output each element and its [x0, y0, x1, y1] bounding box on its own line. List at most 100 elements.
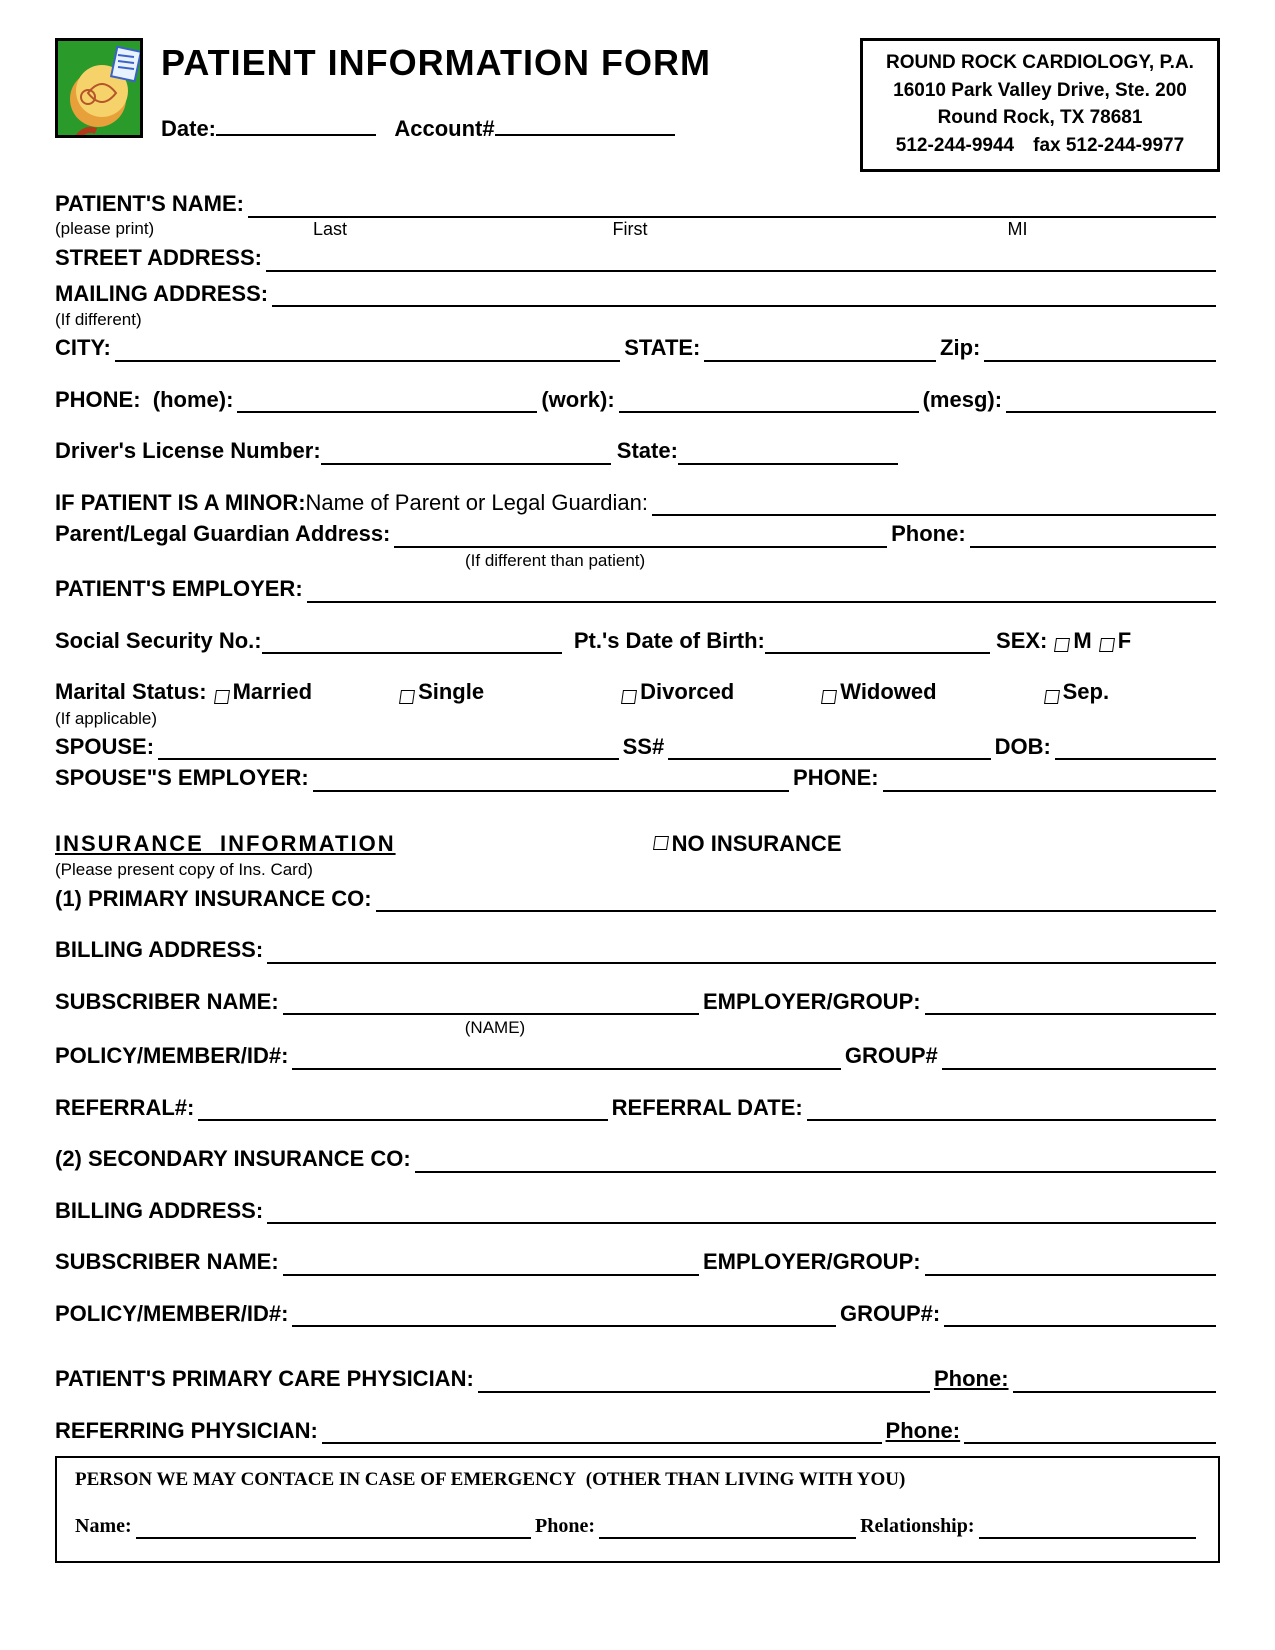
- blank-primary-ins[interactable]: [376, 890, 1216, 912]
- practice-addr1: 16010 Park Valley Drive, Ste. 200: [879, 77, 1201, 105]
- blank-spouse-ss[interactable]: [668, 738, 990, 760]
- label-spouse-phone: PHONE:: [793, 764, 879, 792]
- blank-street[interactable]: [266, 250, 1216, 272]
- practice-phone: 512-244-9944 fax 512-244-9977: [879, 132, 1201, 160]
- row-marital: Marital Status: Married Single Divorced …: [55, 678, 1220, 706]
- blank-billing1[interactable]: [267, 942, 1216, 964]
- label-empgroup1: EMPLOYER/GROUP:: [703, 988, 921, 1016]
- label-empgroup2: EMPLOYER/GROUP:: [703, 1248, 921, 1276]
- label-spouse-employer: SPOUSE"S EMPLOYER:: [55, 764, 309, 792]
- blank-em-phone[interactable]: [599, 1517, 856, 1539]
- practice-addr2: Round Rock, TX 78681: [879, 104, 1201, 132]
- row-dl: Driver's License Number: State:: [55, 437, 1220, 465]
- label-spouse-ss: SS#: [623, 733, 665, 761]
- blank-dl-state[interactable]: [678, 443, 898, 465]
- label-subscriber2: SUBSCRIBER NAME:: [55, 1248, 279, 1276]
- checkbox-widowed[interactable]: [821, 690, 837, 704]
- blank-ref-phone[interactable]: [964, 1422, 1216, 1444]
- emergency-row: Name: Phone: Relationship:: [75, 1514, 1200, 1539]
- blank-spouse-dob[interactable]: [1055, 738, 1216, 760]
- label-spouse-dob: DOB:: [995, 733, 1051, 761]
- label-minor: IF PATIENT IS A MINOR:: [55, 489, 306, 517]
- blank-spouse-employer[interactable]: [313, 770, 789, 792]
- blank-spouse-phone[interactable]: [883, 770, 1216, 792]
- label-sep: Sep.: [1063, 678, 1109, 706]
- row-referral: REFERRAL#: REFERRAL DATE:: [55, 1094, 1220, 1122]
- blank-empgroup1[interactable]: [925, 993, 1216, 1015]
- checkbox-married[interactable]: [214, 690, 230, 704]
- blank-group1[interactable]: [942, 1048, 1216, 1070]
- blank-subscriber2[interactable]: [283, 1254, 699, 1276]
- checkbox-no-insurance[interactable]: [653, 836, 669, 850]
- label-no-insurance: NO INSURANCE: [672, 830, 842, 858]
- row-primary-ins: (1) PRIMARY INSURANCE CO:: [55, 885, 1220, 913]
- account-label: Account#: [394, 116, 494, 141]
- label-state: STATE:: [624, 334, 700, 362]
- blank-phone-mesg[interactable]: [1006, 391, 1216, 413]
- row-subscriber2: SUBSCRIBER NAME: EMPLOYER/GROUP:: [55, 1248, 1220, 1276]
- row-subscriber1: SUBSCRIBER NAME: EMPLOYER/GROUP:: [55, 988, 1220, 1016]
- blank-em-name[interactable]: [136, 1517, 531, 1539]
- label-ssn: Social Security No.:: [55, 627, 262, 655]
- label-dl: Driver's License Number:: [55, 437, 321, 465]
- blank-em-rel[interactable]: [979, 1517, 1196, 1539]
- label-married: Married: [233, 678, 312, 706]
- label-pcp: PATIENT'S PRIMARY CARE PHYSICIAN:: [55, 1365, 474, 1393]
- checkbox-single[interactable]: [399, 690, 415, 704]
- blank-pcp-phone[interactable]: [1013, 1371, 1216, 1393]
- row-spouse: SPOUSE: SS# DOB:: [55, 733, 1220, 761]
- label-city: CITY:: [55, 334, 111, 362]
- blank-subscriber1[interactable]: [283, 993, 699, 1015]
- blank-billing2[interactable]: [267, 1202, 1216, 1224]
- checkbox-sep[interactable]: [1044, 690, 1060, 704]
- blank-referral-date[interactable]: [807, 1099, 1216, 1121]
- blank-ssn[interactable]: [262, 632, 562, 654]
- blank-referring[interactable]: [322, 1422, 882, 1444]
- label-dob: Pt.'s Date of Birth:: [574, 627, 765, 655]
- blank-dob[interactable]: [765, 632, 990, 654]
- form-title: PATIENT INFORMATION FORM: [161, 42, 842, 84]
- date-blank[interactable]: [216, 114, 376, 136]
- checkbox-sex-f[interactable]: [1099, 638, 1115, 652]
- blank-group2[interactable]: [944, 1305, 1216, 1327]
- form-body: PATIENT'S NAME: (please print) Last Firs…: [55, 190, 1220, 1563]
- row-patient-name: PATIENT'S NAME:: [55, 190, 1220, 218]
- label-em-phone: Phone:: [535, 1514, 595, 1539]
- blank-city[interactable]: [115, 340, 620, 362]
- note-if-different: (If different): [55, 309, 1220, 330]
- row-mailing: MAILING ADDRESS:: [55, 280, 1220, 308]
- blank-minor[interactable]: [652, 494, 1216, 516]
- label-sex: SEX:: [996, 627, 1047, 655]
- label-referring: REFERRING PHYSICIAN:: [55, 1417, 318, 1445]
- checkbox-divorced[interactable]: [621, 690, 637, 704]
- blank-zip[interactable]: [984, 340, 1216, 362]
- blank-referral[interactable]: [198, 1099, 607, 1121]
- row-spouse-employer: SPOUSE"S EMPLOYER: PHONE:: [55, 764, 1220, 792]
- checkbox-sex-m[interactable]: [1054, 638, 1070, 652]
- note-present-card: (Please present copy of Ins. Card): [55, 859, 1220, 880]
- label-referral-date: REFERRAL DATE:: [612, 1094, 803, 1122]
- blank-guardian-addr[interactable]: [394, 526, 887, 548]
- blank-mailing[interactable]: [272, 285, 1216, 307]
- blank-guardian-phone[interactable]: [970, 526, 1216, 548]
- blank-secondary-ins[interactable]: [415, 1151, 1216, 1173]
- blank-pcp[interactable]: [478, 1371, 930, 1393]
- blank-policy1[interactable]: [292, 1048, 840, 1070]
- label-spouse: SPOUSE:: [55, 733, 154, 761]
- label-last: Last: [215, 218, 445, 241]
- note-please-print: (please print): [55, 218, 215, 241]
- date-label: Date:: [161, 116, 216, 141]
- label-phone-home: PHONE: (home):: [55, 386, 233, 414]
- blank-empgroup2[interactable]: [925, 1254, 1216, 1276]
- title-block: PATIENT INFORMATION FORM Date: Account#: [161, 38, 842, 142]
- label-policy1: POLICY/MEMBER/ID#:: [55, 1042, 288, 1070]
- blank-dl[interactable]: [321, 443, 611, 465]
- blank-state[interactable]: [704, 340, 936, 362]
- blank-phone-work[interactable]: [619, 391, 919, 413]
- blank-employer[interactable]: [307, 581, 1216, 603]
- blank-policy2[interactable]: [292, 1305, 836, 1327]
- account-blank[interactable]: [495, 114, 675, 136]
- blank-spouse[interactable]: [158, 738, 619, 760]
- blank-phone-home[interactable]: [237, 391, 537, 413]
- blank-patient-name[interactable]: [248, 196, 1216, 218]
